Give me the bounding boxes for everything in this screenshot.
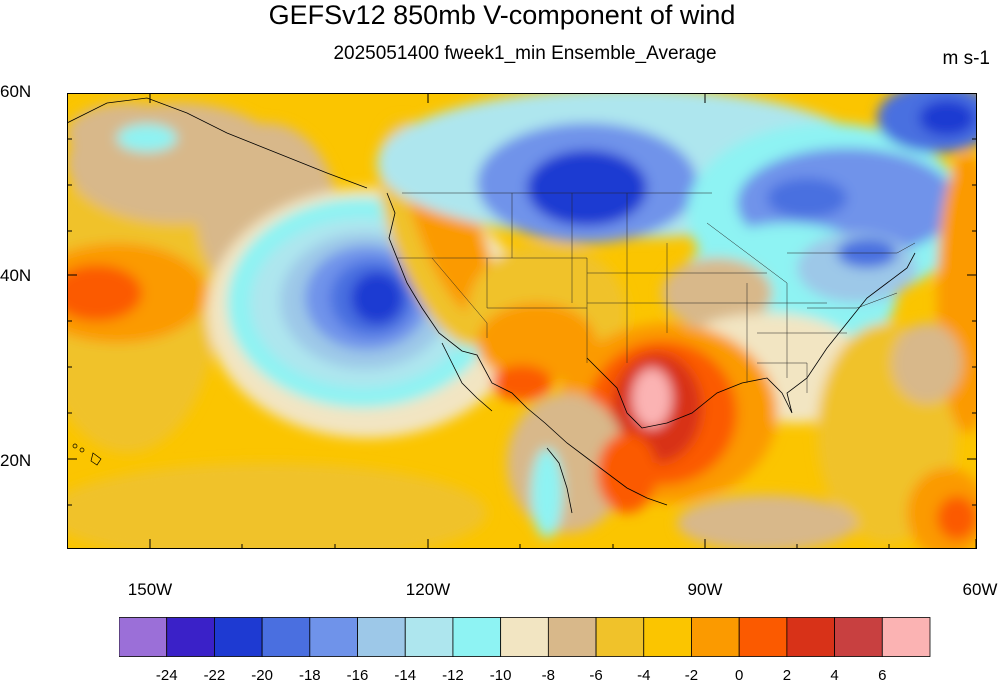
colorbar-tick-label: -14 bbox=[394, 667, 417, 684]
colorbar-swatch bbox=[786, 617, 835, 657]
colorbar-tick-label: 6 bbox=[878, 667, 887, 684]
colorbar-tick-label: -6 bbox=[589, 667, 603, 684]
colorbar-swatch bbox=[595, 617, 645, 657]
colorbar-swatch bbox=[500, 617, 549, 657]
colorbar-swatch bbox=[357, 617, 406, 657]
map-ticks bbox=[67, 92, 977, 549]
colorbar-swatch bbox=[881, 617, 931, 657]
lon-label-90w: 90W bbox=[687, 580, 723, 599]
colorbar bbox=[118, 617, 931, 662]
colorbar-swatch bbox=[547, 617, 597, 657]
colorbar-swatch bbox=[166, 617, 215, 657]
colorbar-tick-label: 4 bbox=[830, 667, 839, 684]
colorbar-swatch bbox=[118, 617, 168, 657]
lon-label-120w: 120W bbox=[405, 580, 451, 599]
coastlines bbox=[67, 97, 916, 514]
units-label: m s-1 bbox=[942, 48, 991, 69]
hawaii-outline bbox=[72, 443, 102, 466]
colorbar-swatch bbox=[834, 617, 883, 657]
lat-label-20n: 20N bbox=[0, 451, 32, 470]
colorbar-tick-label: -16 bbox=[346, 667, 369, 684]
colorbar-tick-label: -12 bbox=[442, 667, 464, 684]
colorbar-swatch bbox=[404, 617, 454, 657]
colorbar-tick-label: -10 bbox=[489, 667, 512, 684]
colorbar-swatch bbox=[214, 617, 263, 657]
colorbar-tick-label: -4 bbox=[637, 667, 651, 684]
colorbar-tick-label: 2 bbox=[782, 667, 792, 684]
colorbar-svg bbox=[118, 617, 931, 657]
colorbar-swatch bbox=[452, 617, 502, 657]
colorbar-swatch bbox=[643, 617, 692, 657]
colorbar-tick-label: -20 bbox=[251, 667, 273, 684]
lat-label-60n: 60N bbox=[0, 82, 32, 101]
colorbar-tick-label: -18 bbox=[298, 667, 321, 684]
colorbar-swatch bbox=[309, 617, 358, 657]
map-subtitle: 2025051400 fweek1_min Ensemble_Average bbox=[333, 43, 717, 64]
lon-label-60w: 60W bbox=[962, 580, 998, 599]
state-borders bbox=[397, 192, 916, 393]
lat-label-40n: 40N bbox=[0, 266, 32, 285]
map-title: GEFSv12 850mb V-component of wind bbox=[268, 0, 736, 30]
wind-field-svg bbox=[67, 92, 977, 549]
colorbar-tick-label: -24 bbox=[155, 667, 178, 684]
colorbar-tick-label: -22 bbox=[203, 667, 226, 684]
colorbar-swatch bbox=[691, 617, 740, 657]
lon-label-150w: 150W bbox=[127, 580, 173, 599]
colorbar-swatch bbox=[261, 617, 311, 657]
wind-map bbox=[67, 92, 977, 549]
colorbar-tick-label: 0 bbox=[735, 667, 744, 684]
colorbar-tick-label: -8 bbox=[541, 667, 556, 684]
colorbar-tick-label: -2 bbox=[684, 667, 699, 684]
wind-field-contours bbox=[67, 93, 977, 549]
colorbar-swatch bbox=[738, 617, 788, 657]
